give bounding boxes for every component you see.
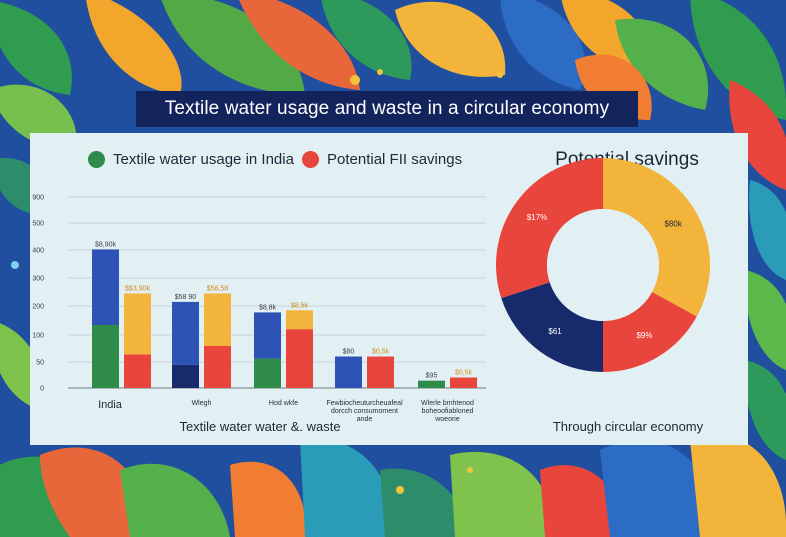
bar-segment [124, 293, 151, 355]
bar-segment [286, 310, 313, 330]
leaf-decoration [690, 435, 786, 537]
leaf-decoration [450, 451, 552, 537]
x-category-label: ande [357, 416, 373, 423]
x-category-label: dorcch consumoment [331, 408, 398, 415]
x-category-label: Wlerle bmhtenod [421, 400, 474, 407]
leaf-decoration [300, 438, 392, 537]
bar-segment [204, 293, 231, 346]
donut-slice-label: $17% [527, 213, 547, 222]
leaf-decoration [321, 0, 412, 80]
leaf-decoration [749, 180, 786, 280]
leaf-decoration [744, 270, 786, 370]
bar-segment [335, 356, 362, 388]
bar-data-label: $58,58 [207, 286, 229, 293]
y-tick-label: 100 [32, 333, 44, 340]
bar-segment [286, 329, 313, 388]
donut-slice-label: $9% [636, 331, 652, 340]
leaf-decoration [120, 463, 230, 537]
bar-data-label: $58 90 [175, 294, 197, 301]
bar-segment [172, 301, 199, 365]
bar-data-label: $8,8k [259, 304, 277, 311]
bar-data-label: $80 [343, 349, 355, 356]
x-category-label: boheoofiabloned [422, 408, 474, 415]
donut-chart: $80k $9% $61 $17% [495, 158, 710, 372]
y-tick-label: 400 [32, 248, 44, 255]
y-tick-label: 0 [40, 386, 44, 393]
y-tick-label: 300 [32, 276, 44, 283]
donut-caption: Through circular economy [552, 419, 704, 434]
leaf-decoration [729, 80, 786, 190]
dot-decoration [396, 486, 404, 494]
bar-segment [172, 364, 199, 388]
legend-label: Potential FII savings [327, 151, 463, 168]
x-category-label: woeorie [434, 416, 460, 423]
leaf-decoration [161, 0, 305, 95]
legend-swatch-green [88, 151, 105, 168]
leaf-decoration [690, 0, 786, 120]
leaf-decoration [600, 440, 716, 537]
bar-data-label: $8,90k [95, 241, 117, 248]
bar-segment [124, 354, 151, 388]
dot-decoration [377, 69, 383, 75]
chart-panel: Textile water usage in India Potential F… [30, 133, 748, 445]
bar-segment [204, 346, 231, 388]
bar-segment [92, 325, 119, 388]
y-tick-label: 500 [32, 221, 44, 228]
leaf-decoration [86, 0, 182, 95]
legend-swatch-red [302, 151, 319, 168]
bar-data-label: $0,5k [372, 349, 390, 356]
leaf-decoration [615, 18, 709, 111]
donut-slice [603, 158, 710, 317]
bar-segment [450, 377, 477, 388]
donut-slice [603, 291, 697, 372]
bar-segment [254, 312, 281, 359]
donut-slice-label: $61 [548, 327, 562, 336]
bar-data-label: $$3,90k [125, 286, 150, 293]
bar-data-label: $8,5k [291, 302, 309, 309]
donut-hole [547, 209, 659, 321]
legend-label: Textile water usage in India [113, 151, 294, 168]
bar-segment [254, 358, 281, 388]
leaf-decoration [395, 1, 506, 77]
page-title: Textile water usage and waste in a circu… [136, 91, 638, 127]
leaf-decoration [380, 468, 466, 537]
donut-slice-label: $80k [664, 220, 682, 229]
leaf-decoration [239, 0, 360, 90]
x-category-label: Fewbiocheuturcheuafeal [326, 400, 403, 407]
bar-segment [418, 380, 445, 388]
legend-item-savings: Potential FII savings [302, 151, 462, 168]
leaf-decoration [0, 2, 72, 95]
x-category-label: India [98, 399, 123, 411]
legend-item-water-usage: Textile water usage in India [88, 151, 294, 168]
donut-slice [501, 282, 603, 372]
leaf-decoration [744, 360, 786, 460]
bar-chart: 0 50 100 200 300 400 500 900 $8,90k $$3,90k India $… [32, 195, 486, 423]
bar-segment [92, 249, 119, 325]
bar-segment [367, 356, 394, 388]
donut-slice [495, 158, 603, 299]
bar-data-label: $95 [426, 373, 438, 380]
dot-decoration [350, 75, 360, 85]
leaf-decoration [540, 465, 622, 537]
bar-data-label: $0,5k [455, 370, 473, 377]
dot-decoration [11, 261, 19, 269]
y-tick-label: 50 [36, 360, 44, 367]
y-tick-label: 200 [32, 304, 44, 311]
bar-chart-xlabel: Textile water water &. waste [179, 419, 341, 434]
dot-decoration [497, 72, 503, 78]
leaf-decoration [230, 461, 306, 537]
dot-decoration [467, 467, 473, 473]
x-category-label: Wlegh [192, 400, 212, 407]
y-tick-label: 900 [32, 195, 44, 202]
leaf-decoration [500, 0, 586, 90]
x-category-label: Hod wkfe [269, 400, 298, 407]
